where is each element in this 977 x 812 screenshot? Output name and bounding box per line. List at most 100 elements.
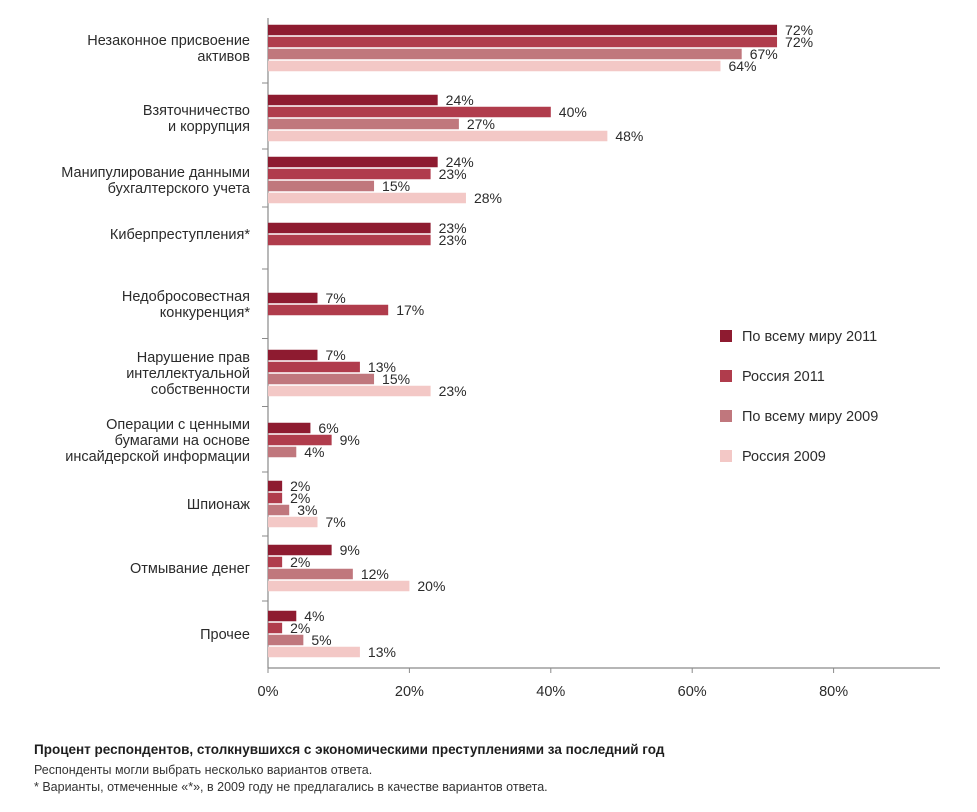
bar-value-label: 27% <box>467 116 495 132</box>
bar-value-label: 40% <box>559 104 587 120</box>
bar-value-label: 4% <box>304 444 324 460</box>
bar-value-label: 2% <box>290 478 310 494</box>
bar <box>268 446 297 458</box>
category-label: конкуренция* <box>160 305 251 321</box>
bar <box>268 622 283 634</box>
x-tick-label: 0% <box>258 684 279 700</box>
category-label: и коррупция <box>168 119 250 135</box>
bar-value-label: 24% <box>446 154 474 170</box>
bar-value-label: 15% <box>382 178 410 194</box>
bar <box>268 361 360 373</box>
bar-value-label: 23% <box>439 383 467 399</box>
bar <box>268 580 410 592</box>
bar-value-label: 13% <box>368 359 396 375</box>
category-label: Нарушение прав <box>137 350 251 366</box>
bar-value-label: 4% <box>304 608 324 624</box>
legend-swatch <box>720 450 732 462</box>
legend-label: Россия 2009 <box>742 449 826 465</box>
bar <box>268 48 742 60</box>
bar <box>268 292 318 304</box>
legend-swatch <box>720 370 732 382</box>
bar <box>268 385 431 397</box>
bar <box>268 118 459 130</box>
category-label: Манипулирование данными <box>61 165 250 181</box>
bar-value-label: 48% <box>615 128 643 144</box>
bar-value-label: 28% <box>474 190 502 206</box>
bar <box>268 492 283 504</box>
bar-value-label: 7% <box>325 514 345 530</box>
bar-value-label: 2% <box>290 490 310 506</box>
category-label: Прочее <box>200 627 250 643</box>
category-label: активов <box>197 49 250 65</box>
bar-value-label: 3% <box>297 502 317 518</box>
bar-chart-svg: 0% 20% 40% 60% 80% Незаконное присвоениеактив… <box>61 18 940 700</box>
category-label: бумагами на основе <box>115 433 250 449</box>
category-label: Недобросовестная <box>122 289 250 305</box>
bar <box>268 434 332 446</box>
bar <box>268 192 466 204</box>
bar-value-label: 6% <box>318 420 338 436</box>
bar-value-label: 15% <box>382 371 410 387</box>
category-label: собственности <box>151 382 250 398</box>
legend-swatch <box>720 330 732 342</box>
bar-value-label: 5% <box>311 632 331 648</box>
bar <box>268 94 438 106</box>
footnote-asterisk: * Варианты, отмеченные «*», в 2009 году … <box>34 780 548 794</box>
bar-value-label: 12% <box>361 566 389 582</box>
bar-value-label: 67% <box>750 46 778 62</box>
bar-value-label: 23% <box>439 232 467 248</box>
bar <box>268 634 304 646</box>
category-label: Незаконное присвоение <box>87 33 250 49</box>
bar-value-label: 2% <box>290 620 310 636</box>
x-tick-label: 20% <box>395 684 424 700</box>
bar <box>268 168 431 180</box>
category-label: Киберпреступления* <box>110 227 250 243</box>
category-label: Шпионаж <box>187 497 250 513</box>
bar <box>268 544 332 556</box>
bar <box>268 130 608 142</box>
category-label: Взяточничество <box>143 103 250 119</box>
category-label: Отмывание денег <box>130 561 250 577</box>
bar <box>268 556 283 568</box>
legend-label: Россия 2011 <box>742 369 825 385</box>
bar-value-label: 17% <box>396 302 424 318</box>
bar-value-label: 72% <box>785 34 813 50</box>
category-label: Операции с ценными <box>106 417 250 433</box>
bar-value-label: 2% <box>290 554 310 570</box>
bar-value-label: 9% <box>340 432 360 448</box>
bar <box>268 610 297 622</box>
category-label: бухгалтерского учета <box>108 181 251 197</box>
bar <box>268 304 389 316</box>
bar <box>268 504 290 516</box>
x-tick-label: 40% <box>536 684 565 700</box>
bar <box>268 156 438 168</box>
bar <box>268 373 375 385</box>
bar <box>268 36 778 48</box>
bar-value-label: 24% <box>446 92 474 108</box>
bar-value-label: 7% <box>325 347 345 363</box>
chart-caption: Процент респондентов, столкнувшихся с эк… <box>34 742 665 757</box>
bar-value-label: 72% <box>785 22 813 38</box>
bar-value-label: 9% <box>340 542 360 558</box>
bar-value-label: 23% <box>439 166 467 182</box>
bar <box>268 60 721 72</box>
bar-value-label: 13% <box>368 644 396 660</box>
bar-value-label: 23% <box>439 220 467 236</box>
x-tick-label: 80% <box>819 684 848 700</box>
bar <box>268 349 318 361</box>
category-label: инсайдерской информации <box>65 449 250 465</box>
bar <box>268 24 778 36</box>
x-tick-label: 60% <box>678 684 707 700</box>
legend-label: По всему миру 2011 <box>742 329 877 345</box>
bar <box>268 516 318 528</box>
chart: 0% 20% 40% 60% 80% Незаконное присвоение актив… <box>61 18 940 700</box>
bar <box>268 180 375 192</box>
category-label: интеллектуальной <box>126 366 250 382</box>
footer: Процент респондентов, столкнувшихся с эк… <box>34 742 954 797</box>
bar <box>268 422 311 434</box>
footnote-multiple-answers: Респонденты могли выбрать несколько вари… <box>34 763 373 777</box>
bar-value-label: 64% <box>728 58 756 74</box>
bar-value-label: 20% <box>417 578 445 594</box>
bar <box>268 222 431 234</box>
legend-swatch <box>720 410 732 422</box>
